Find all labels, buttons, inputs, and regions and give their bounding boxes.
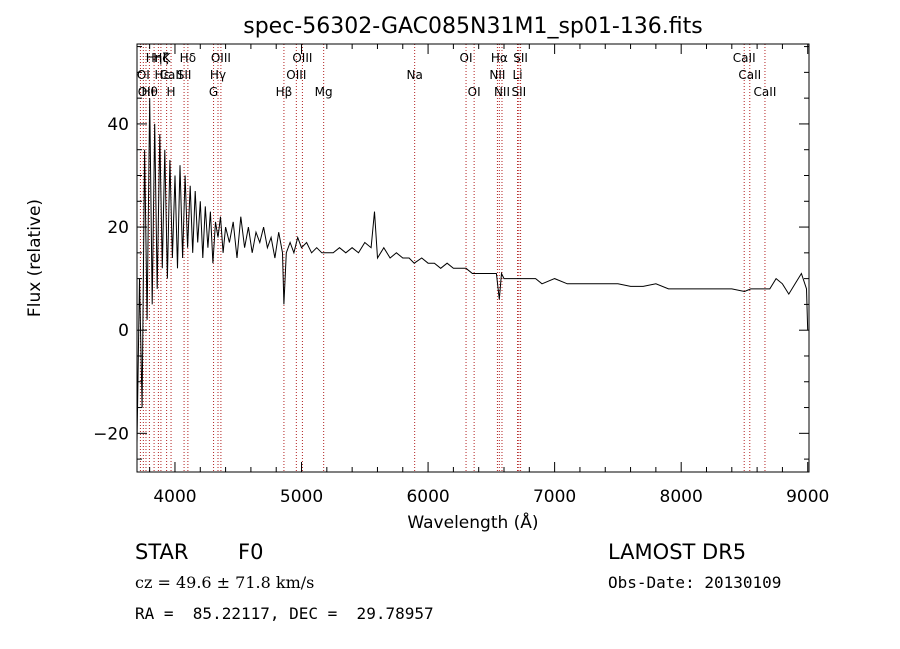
y-tick-label: 0 <box>118 321 129 341</box>
spectral-line-label: Hζ <box>153 51 169 65</box>
y-tick-label: 20 <box>107 218 129 238</box>
x-tick-label: 4000 <box>153 487 196 507</box>
x-tick-label: 7000 <box>533 487 576 507</box>
spectral-line-label: NII <box>494 85 510 99</box>
spectral-line-label: CaII <box>754 85 777 99</box>
spectral-line-label: CaII <box>160 68 183 82</box>
spectral-line-label: SII <box>513 51 528 65</box>
spectral-line-label: Na <box>406 68 422 82</box>
spectral-line-label: OI <box>468 85 481 99</box>
spectral-line-label: NII <box>489 68 505 82</box>
x-tick-label: 6000 <box>406 487 449 507</box>
spectral-line-label: Hα <box>491 51 508 65</box>
redshift-line: cz = 49.6 ± 71.8 km/s <box>135 573 315 592</box>
spectral-line-label: OIII <box>286 68 306 82</box>
spectrum-line <box>136 98 809 444</box>
spectral-line-label: Hγ <box>210 68 226 82</box>
spectral-line-label: Hδ <box>180 51 196 65</box>
x-axis-label: Wavelength (Å) <box>407 511 538 533</box>
spectral-line-label: OIII <box>292 51 312 65</box>
plot-frame <box>136 43 810 473</box>
y-axis-label: Flux (relative) <box>25 199 45 317</box>
spectral-line-label: Hη <box>146 51 163 65</box>
spectral-line-label: Hβ <box>276 85 293 99</box>
spectral-line-label: SII <box>177 68 192 82</box>
y-axis-ticks: −20 0 20 40 <box>93 46 809 460</box>
survey-label: LAMOST DR5 <box>608 540 747 564</box>
obs-date-line: Obs-Date: 20130109 <box>608 573 782 592</box>
spectrum-series <box>136 98 809 444</box>
x-tick-label: 5000 <box>280 487 323 507</box>
y-tick-label: −20 <box>93 424 129 444</box>
y-tick-label: 40 <box>107 115 129 135</box>
spectral-line-label: SII <box>511 85 526 99</box>
spectral-line-label: H <box>167 85 176 99</box>
object-class: STAR <box>135 540 189 564</box>
spectral-line-label: K <box>163 51 172 65</box>
spectral-line-label: Hθ <box>141 85 157 99</box>
spectral-line-label: Mg <box>315 85 333 99</box>
x-axis-ticks: 4000 5000 6000 7000 8000 9000 <box>149 44 829 507</box>
spectral-line-label: OII <box>138 85 155 99</box>
spectral-line-label: OIII <box>211 51 231 65</box>
x-tick-label: 9000 <box>786 487 829 507</box>
spectral-line-label: Hε <box>155 68 171 82</box>
x-tick-label: 8000 <box>660 487 703 507</box>
spectral-line-label: CaII <box>733 51 756 65</box>
spectral-line-label: Li <box>513 68 523 82</box>
spectral-line-label: CaII <box>738 68 761 82</box>
spectral-line-label: OI <box>137 68 150 82</box>
object-subclass: F0 <box>238 540 264 564</box>
chart-title: spec-56302-GAC085N31M1_sp01-136.fits <box>243 14 703 39</box>
spectral-line-label: G <box>209 85 218 99</box>
coordinates-line: RA = 85.22117, DEC = 29.78957 <box>135 604 434 623</box>
spectral-line-label: OI <box>460 51 473 65</box>
